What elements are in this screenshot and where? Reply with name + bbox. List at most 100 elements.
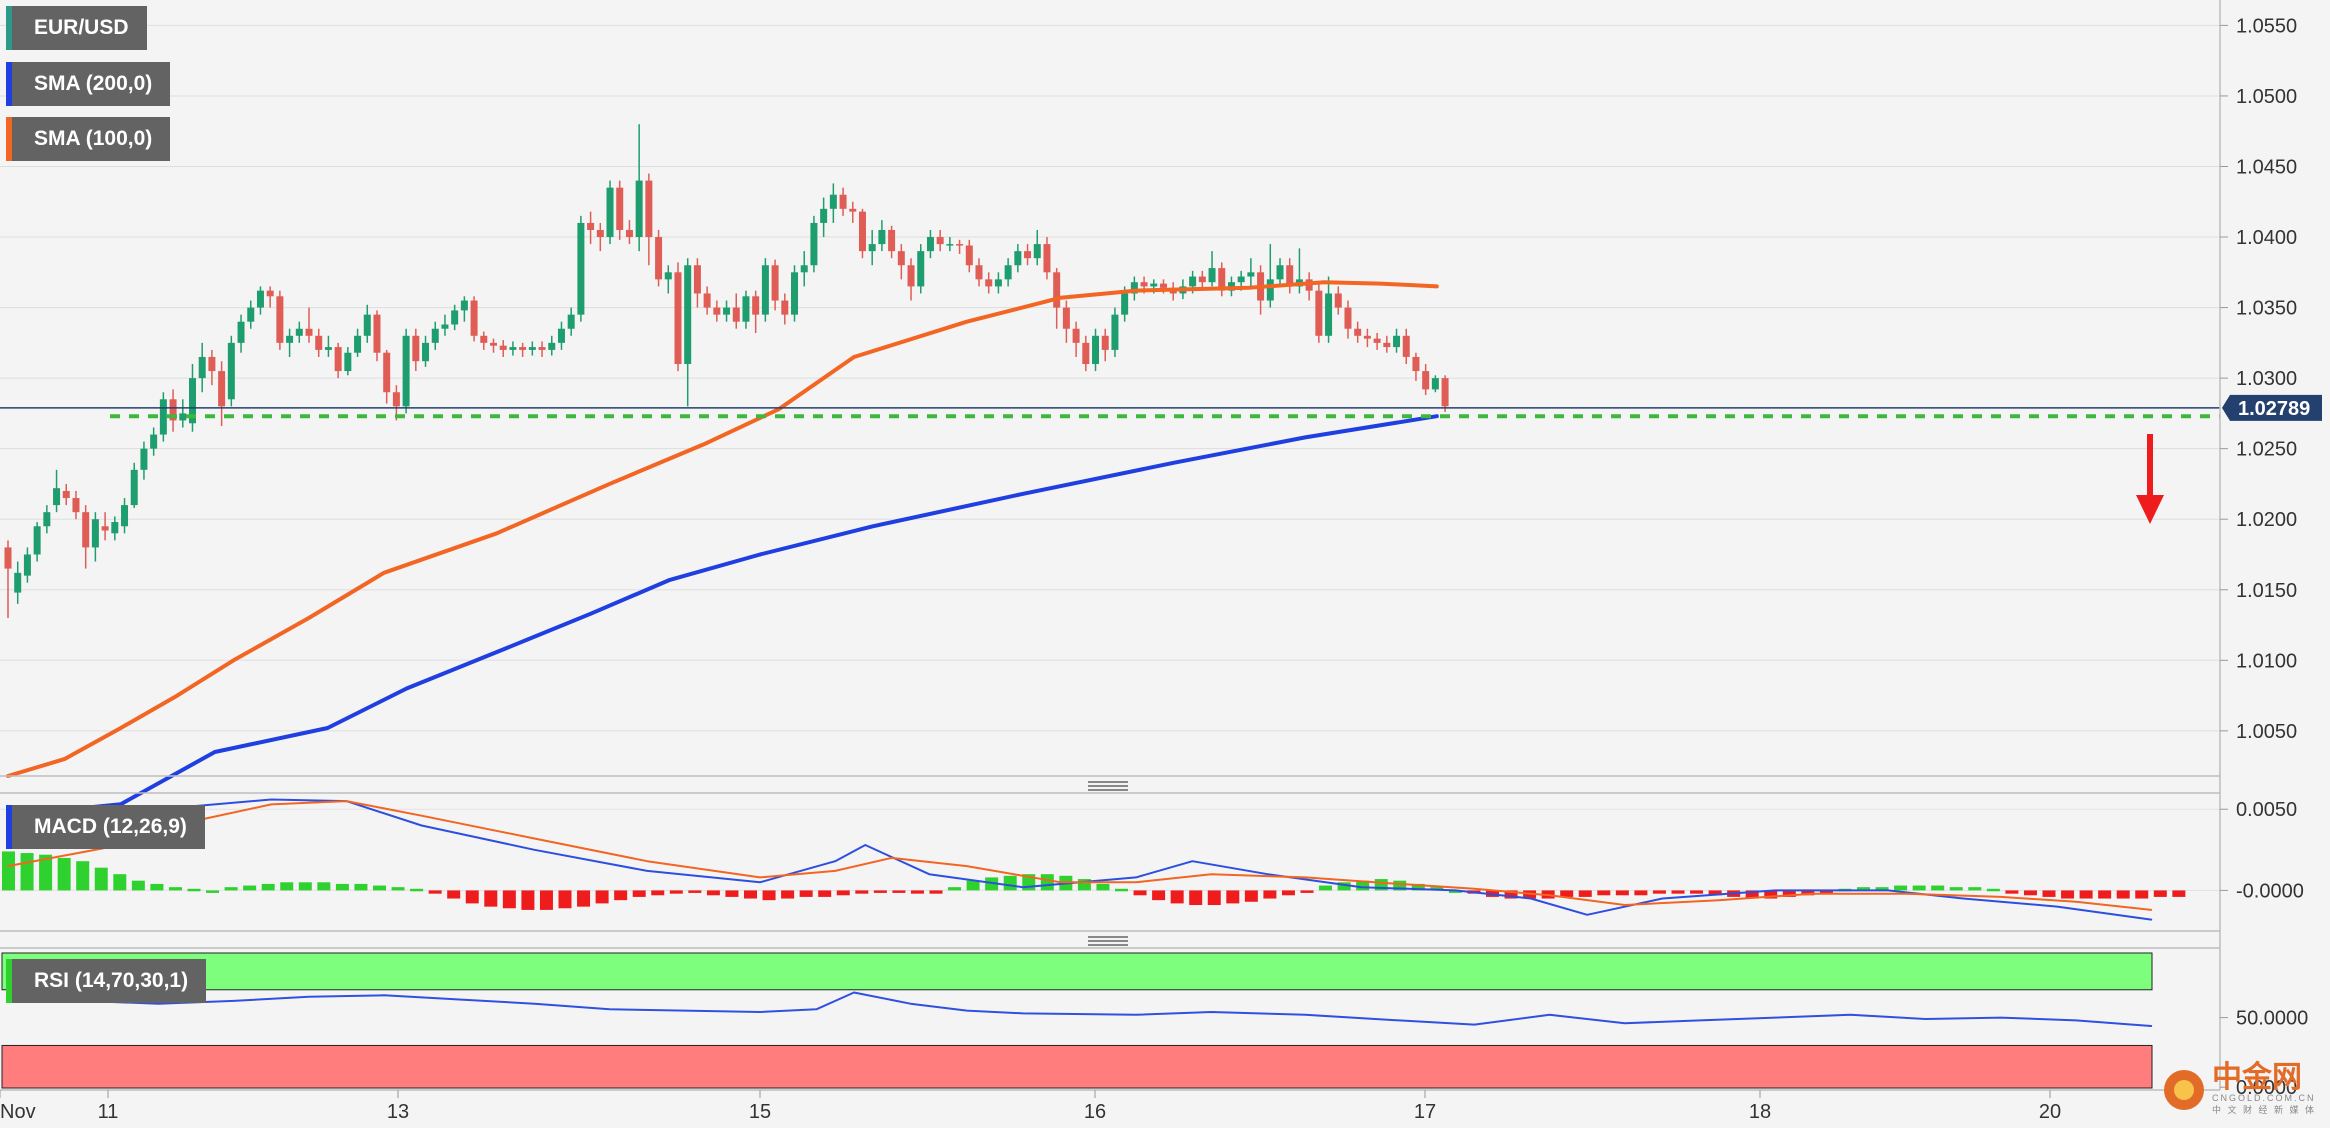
legend-eurusd[interactable]: EUR/USD bbox=[6, 6, 147, 50]
macd-bar-negative bbox=[929, 890, 943, 894]
down-arrow-icon bbox=[2136, 495, 2164, 524]
y-axis-labels: 1.0550 1.0500 1.0450 1.0400 1.0350 1.0300 1.02… bbox=[2220, 15, 2308, 1099]
macd-bar-negative bbox=[892, 890, 906, 893]
candle-body bbox=[441, 324, 449, 329]
macd-bar-negative bbox=[465, 890, 479, 904]
macd-bar-positive bbox=[2, 851, 15, 891]
candle-body bbox=[606, 187, 614, 238]
macd-bar-positive bbox=[206, 890, 220, 893]
macd-bar-positive bbox=[966, 880, 980, 891]
candle-body bbox=[373, 314, 381, 353]
rsi-zones bbox=[1, 952, 2153, 1089]
candle-body bbox=[917, 251, 925, 287]
macd-bar-negative bbox=[2042, 890, 2056, 897]
candle-body bbox=[926, 237, 934, 252]
y-tick-label: 1.0150 bbox=[2236, 580, 2297, 602]
macd-bar-positive bbox=[261, 883, 275, 891]
macd-signal-line bbox=[7, 800, 2153, 911]
candle-body bbox=[509, 347, 517, 350]
rsi-resize-handle[interactable] bbox=[1088, 936, 1128, 946]
legend-sma-100[interactable]: SMA (100,0) bbox=[6, 117, 171, 161]
candle-body bbox=[266, 290, 274, 297]
candle-body bbox=[1276, 265, 1284, 280]
candle-body bbox=[1315, 290, 1323, 336]
macd-bar-negative bbox=[502, 890, 516, 909]
candle-body bbox=[237, 321, 245, 343]
candle-body bbox=[1208, 268, 1216, 283]
macd-bar-positive bbox=[410, 888, 424, 892]
macd-bar-positive bbox=[150, 883, 164, 891]
candle-body bbox=[994, 279, 1002, 287]
rsi-overbought-zone bbox=[1, 952, 2153, 991]
candle-body bbox=[1422, 371, 1430, 390]
candle-body bbox=[14, 572, 22, 593]
candle-body bbox=[567, 314, 575, 329]
price-badge-shape bbox=[2222, 394, 2322, 421]
candle-body bbox=[1159, 283, 1167, 288]
macd-bar-positive bbox=[985, 877, 999, 891]
macd-panel-bg bbox=[0, 793, 2220, 931]
candle-body bbox=[198, 356, 206, 379]
macd-bar-positive bbox=[1115, 888, 1128, 892]
macd-bar-positive bbox=[94, 867, 108, 891]
macd-bar-positive bbox=[1393, 880, 1407, 891]
macd-bar-negative bbox=[1152, 890, 1166, 901]
macd-bar-negative bbox=[1615, 890, 1629, 896]
macd-bar-negative bbox=[1782, 890, 1796, 897]
candle-body bbox=[140, 448, 148, 470]
macd-bar-positive bbox=[113, 874, 127, 891]
legend-sma-100-label: SMA (100,0) bbox=[34, 127, 153, 150]
x-tick-label: 16 bbox=[1084, 1101, 1106, 1123]
candle-body bbox=[1189, 276, 1197, 287]
candle-body bbox=[72, 498, 80, 513]
candle-body bbox=[354, 335, 362, 353]
candle-body bbox=[1062, 307, 1070, 329]
candle-body bbox=[965, 245, 973, 266]
macd-bar-positive bbox=[354, 883, 368, 891]
candle-body bbox=[412, 335, 420, 362]
rsi-y-tick-label: 50.0000 bbox=[2236, 1008, 2308, 1030]
candle-body bbox=[179, 413, 187, 421]
macd-bar-negative bbox=[744, 890, 757, 899]
legend-rsi[interactable]: RSI (14,70,30,1) bbox=[6, 959, 207, 1003]
candle-body bbox=[800, 265, 808, 273]
macd-bar-positive bbox=[1040, 874, 1054, 891]
macd-bar-negative bbox=[651, 890, 665, 896]
candle-body bbox=[519, 347, 527, 350]
macd-bar-negative bbox=[1170, 890, 1184, 904]
x-tick-label: 17 bbox=[1414, 1101, 1436, 1123]
macd-bar-positive bbox=[224, 887, 238, 891]
rsi-line bbox=[7, 991, 2153, 1027]
legend-sma-200[interactable]: SMA (200,0) bbox=[6, 62, 171, 106]
candle-body bbox=[664, 272, 672, 280]
candle-body bbox=[742, 296, 750, 322]
indicator-lines bbox=[6, 280, 2153, 1027]
macd-bar-negative bbox=[1189, 890, 1203, 906]
legend-sma-200-label: SMA (200,0) bbox=[34, 72, 153, 95]
candle-body bbox=[227, 342, 235, 400]
x-tick-label: 13 bbox=[387, 1101, 409, 1123]
candle-body bbox=[1325, 293, 1333, 336]
candle-body bbox=[1354, 328, 1362, 336]
macd-resize-handle[interactable] bbox=[1088, 781, 1128, 791]
macd-bar-negative bbox=[873, 890, 887, 893]
candle-body bbox=[1393, 335, 1401, 348]
candle-body bbox=[121, 505, 129, 527]
macd-bar-positive bbox=[168, 887, 182, 891]
candle-body bbox=[1363, 335, 1371, 339]
legend-macd[interactable]: MACD (12,26,9) bbox=[6, 805, 205, 849]
candle-body bbox=[159, 399, 167, 435]
macd-y-tick-label: -0.0000 bbox=[2236, 880, 2304, 902]
candle-body bbox=[218, 371, 226, 407]
candle-body bbox=[956, 244, 964, 246]
candle-body bbox=[305, 328, 313, 336]
candle-body bbox=[1344, 307, 1352, 329]
candle-body bbox=[723, 307, 731, 315]
macd-bar-positive bbox=[298, 882, 312, 891]
macd-bar-negative bbox=[836, 890, 850, 896]
overlays bbox=[0, 407, 2220, 524]
watermark-name: 中金网 bbox=[2211, 1061, 2302, 1094]
macd-bar-negative bbox=[2153, 890, 2167, 897]
macd-y-tick-label: 0.0050 bbox=[2236, 799, 2297, 821]
macd-bar-positive bbox=[317, 882, 331, 891]
